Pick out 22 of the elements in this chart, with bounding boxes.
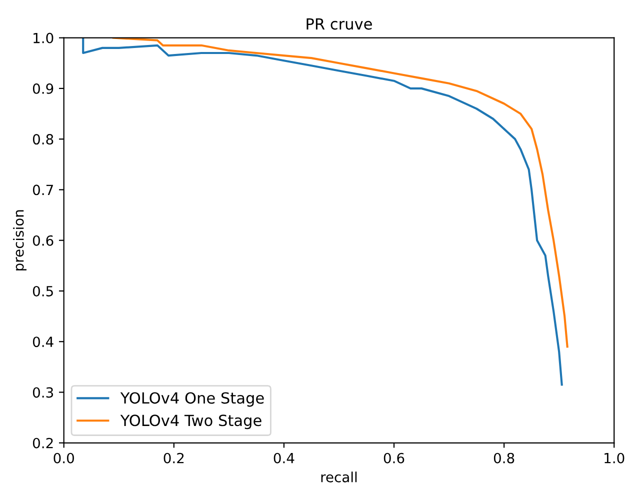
x-tick-label: 1.0	[604, 452, 624, 464]
x-tick-label: 0.2	[164, 452, 184, 464]
y-tick-label: 0.5	[32, 286, 53, 296]
y-tick-label: 0.3	[32, 387, 54, 398]
y-tick-label: 0.2	[32, 438, 53, 448]
y-tick-label: 0.6	[32, 235, 54, 246]
y-tick-label: 1.0	[34, 32, 54, 44]
x-axis-title: recall	[321, 472, 357, 482]
y-tick-label: 0.4	[32, 336, 54, 348]
legend-label: YOLOv4 One Stage	[120, 392, 264, 407]
y-axis-title: precision	[13, 210, 26, 270]
x-tick-label: 0.6	[384, 452, 404, 464]
line-series	[82, 38, 563, 386]
y-tick-label: 0.7	[32, 184, 53, 196]
chart-title: PR cruve	[306, 18, 372, 30]
y-tick-label: 0.8	[32, 134, 54, 145]
x-tick-label: 0.8	[494, 452, 514, 464]
y-tick-label: 0.9	[32, 83, 54, 94]
x-tick-label: 0.4	[274, 452, 294, 464]
legend-label: YOLOv4 Two Stage	[120, 414, 262, 430]
line-series	[112, 38, 568, 348]
x-tick-label: 0.0	[54, 452, 74, 464]
